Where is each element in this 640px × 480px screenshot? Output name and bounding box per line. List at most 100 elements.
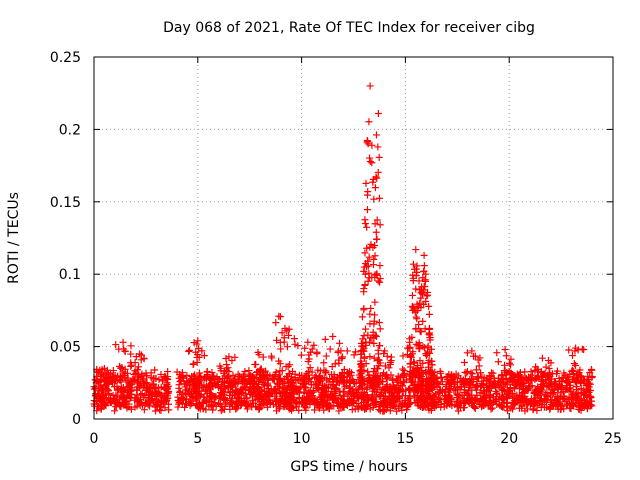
data-point-marker (252, 402, 260, 410)
data-point-marker (276, 313, 284, 321)
data-point-marker (121, 374, 129, 382)
data-point-marker (500, 382, 508, 390)
data-point-marker (280, 383, 288, 391)
data-point-marker (262, 372, 270, 380)
data-point-marker (364, 383, 372, 391)
data-point-marker (295, 406, 303, 414)
data-point-marker (353, 402, 361, 410)
data-point-marker (453, 403, 461, 411)
data-point-marker (323, 393, 331, 401)
data-point-marker (290, 335, 298, 343)
data-point-marker (207, 385, 215, 393)
data-point-marker (113, 393, 121, 401)
data-point-marker (419, 274, 427, 282)
data-point-marker (211, 399, 219, 407)
data-point-marker (460, 403, 468, 411)
data-point-marker (358, 394, 366, 402)
data-point-marker (405, 400, 413, 408)
data-point-marker (361, 281, 369, 289)
data-point-marker (474, 356, 482, 364)
data-point-marker (326, 345, 334, 353)
data-point-marker (412, 246, 420, 254)
data-point-marker (555, 374, 563, 382)
y-tick-label: 0.05 (50, 340, 81, 356)
data-point-marker (111, 407, 119, 415)
data-point-marker (448, 380, 456, 388)
data-point-marker (252, 360, 260, 368)
data-point-marker (318, 399, 326, 407)
data-point-marker (571, 347, 579, 355)
data-point-marker (541, 369, 549, 377)
data-point-marker (357, 350, 365, 358)
grid-lines (94, 57, 613, 419)
data-point-marker (386, 358, 394, 366)
data-point-marker (298, 371, 306, 379)
data-point-marker (538, 354, 546, 362)
y-tick-label: 0.15 (50, 195, 81, 211)
data-point-marker (224, 364, 232, 372)
data-point-marker (362, 325, 370, 333)
data-point-marker (154, 398, 162, 406)
data-point-marker (186, 402, 194, 410)
data-point-marker (413, 315, 421, 323)
data-point-marker (320, 382, 328, 390)
data-point-marker (472, 382, 480, 390)
data-point-marker (275, 371, 283, 379)
data-point-marker (207, 401, 215, 409)
data-point-marker (542, 363, 550, 371)
data-point-marker (405, 392, 413, 400)
data-point-marker (376, 221, 384, 229)
data-point-marker (91, 392, 99, 400)
data-point-marker (424, 390, 432, 398)
data-point-marker (366, 310, 374, 318)
data-point-marker (389, 375, 397, 383)
data-point-marker (505, 377, 513, 385)
data-point-marker (254, 368, 262, 376)
data-point-marker (414, 387, 422, 395)
data-point-marker (406, 360, 414, 368)
data-point-marker (357, 339, 365, 347)
data-point-marker (413, 300, 421, 308)
data-point-marker (176, 388, 184, 396)
data-point-marker (426, 398, 434, 406)
data-point-marker (94, 377, 102, 385)
x-tick-label: 5 (193, 431, 202, 447)
data-point-marker (438, 378, 446, 386)
data-point-marker (127, 361, 135, 369)
data-point-marker (334, 347, 342, 355)
data-point-marker (442, 395, 450, 403)
data-point-marker (154, 384, 162, 392)
data-point-marker (561, 397, 569, 405)
data-point-marker (506, 386, 514, 394)
data-point-marker (362, 405, 370, 413)
data-point-marker (275, 405, 283, 413)
data-point-marker (586, 386, 594, 394)
data-point-marker (304, 338, 312, 346)
data-point-marker (208, 368, 216, 376)
data-point-marker (283, 343, 291, 351)
data-point-marker (152, 375, 160, 383)
data-point-marker (566, 384, 574, 392)
data-point-marker (196, 369, 204, 377)
data-point-marker (255, 405, 263, 413)
data-point-marker (538, 372, 546, 380)
data-point-marker (371, 273, 379, 281)
data-point-marker (191, 380, 199, 388)
data-points (90, 82, 596, 415)
data-point-marker (377, 400, 385, 408)
data-point-marker (335, 407, 343, 415)
data-point-marker (421, 277, 429, 285)
data-point-marker (133, 398, 141, 406)
data-point-marker (463, 379, 471, 387)
data-point-marker (301, 402, 309, 410)
data-point-marker (371, 298, 379, 306)
data-point-marker (394, 377, 402, 385)
data-point-marker (417, 328, 425, 336)
data-point-marker (434, 398, 442, 406)
data-point-marker (160, 374, 168, 382)
data-point-marker (406, 384, 414, 392)
data-point-marker (199, 399, 207, 407)
data-point-marker (504, 378, 512, 386)
data-point-marker (415, 277, 423, 285)
data-point-marker (274, 400, 282, 408)
